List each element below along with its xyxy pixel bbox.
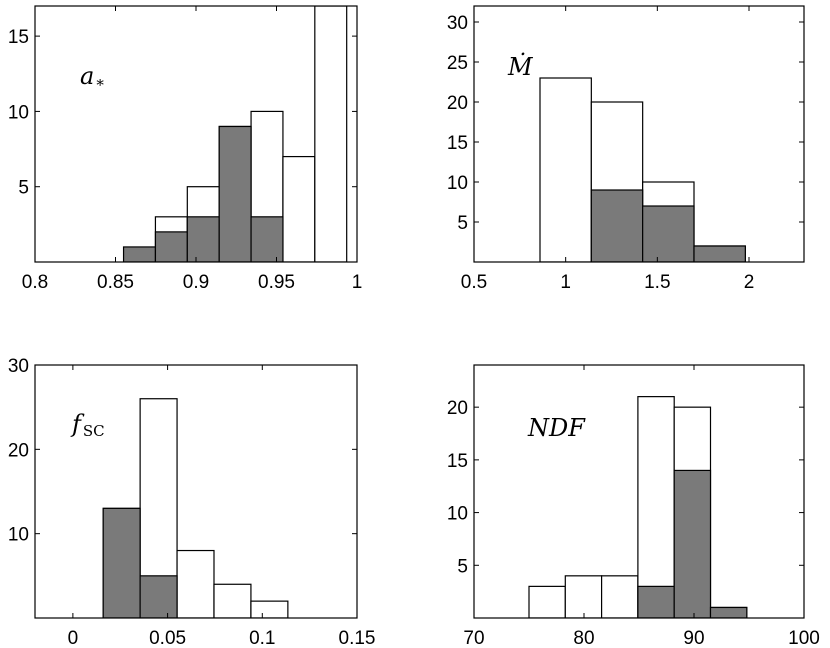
open-bar bbox=[250, 600, 289, 618]
axes-box bbox=[34, 364, 358, 619]
y-tick-label: 10 bbox=[447, 173, 468, 194]
x-tick-label: 100 bbox=[788, 628, 820, 648]
y-tick-label: 10 bbox=[8, 525, 29, 546]
x-tick-label: 0.1 bbox=[249, 628, 275, 648]
filled-bar bbox=[709, 606, 748, 618]
y-tick-label: 30 bbox=[8, 356, 29, 377]
open-bar bbox=[600, 575, 639, 618]
y-tick-label: 20 bbox=[447, 93, 468, 114]
panel-title: Ṁ bbox=[507, 52, 534, 81]
open-bar bbox=[314, 6, 348, 262]
y-tick-label: 30 bbox=[447, 13, 468, 34]
x-tick-label: 0.9 bbox=[183, 272, 209, 293]
x-tick-label: 70 bbox=[463, 628, 484, 648]
y-tick-label: 5 bbox=[457, 213, 468, 234]
axes-box bbox=[473, 364, 805, 619]
axes-box bbox=[473, 5, 805, 263]
y-tick-label: 10 bbox=[447, 504, 468, 525]
open-bar bbox=[564, 575, 603, 618]
x-tick-label: 0.15 bbox=[339, 628, 376, 648]
panel-fsc: 0 0.05 0.1 0.15 10 20 30 f SC bbox=[8, 356, 376, 648]
x-tick-label: 80 bbox=[573, 628, 594, 648]
y-tick-label: 25 bbox=[447, 53, 468, 74]
filled-bar bbox=[250, 216, 284, 262]
y-tick-label: 10 bbox=[8, 102, 29, 123]
filled-bar bbox=[673, 469, 712, 618]
x-tick-label: 0.85 bbox=[97, 272, 134, 293]
bars-group bbox=[539, 77, 746, 262]
x-tick-label: 0.05 bbox=[149, 628, 186, 648]
x-tick-label: 0.8 bbox=[22, 272, 48, 293]
open-bar bbox=[282, 155, 316, 262]
open-bar bbox=[539, 77, 592, 262]
filled-bar bbox=[122, 246, 157, 262]
x-tick-label: 0.5 bbox=[461, 272, 487, 293]
panel-ndf: 70 80 90 100 5 10 15 20 NDF bbox=[447, 364, 820, 648]
panel-title: a * bbox=[80, 62, 104, 94]
filled-bar bbox=[154, 231, 188, 262]
x-tick-label: 0.95 bbox=[258, 272, 295, 293]
panel-title: f SC bbox=[70, 410, 105, 440]
x-tick-label: 90 bbox=[683, 628, 704, 648]
bars-group bbox=[102, 398, 289, 618]
x-tick-label: 2 bbox=[744, 272, 755, 293]
filled-bar bbox=[642, 205, 695, 262]
y-tick-label: 20 bbox=[447, 398, 468, 419]
x-tick-label: 1.5 bbox=[644, 272, 670, 293]
filled-bar bbox=[693, 245, 746, 262]
open-bar bbox=[637, 396, 675, 618]
y-tick-label: 15 bbox=[8, 27, 29, 48]
open-bar bbox=[176, 549, 215, 618]
filled-bar bbox=[218, 125, 252, 262]
y-tick-label: 5 bbox=[457, 556, 468, 577]
y-tick-label: 5 bbox=[18, 178, 29, 199]
filled-bar bbox=[590, 189, 644, 262]
filled-bar bbox=[637, 585, 675, 618]
filled-bar bbox=[102, 507, 141, 618]
bars-group bbox=[122, 6, 348, 262]
x-tick-label: 0 bbox=[68, 628, 79, 648]
x-tick-label: 1 bbox=[352, 272, 363, 293]
filled-bar bbox=[139, 575, 178, 618]
open-bar bbox=[528, 585, 566, 618]
panel-title: NDF bbox=[527, 414, 586, 442]
filled-bar bbox=[186, 216, 220, 262]
y-tick-label: 15 bbox=[447, 133, 468, 154]
y-tick-label: 20 bbox=[8, 440, 29, 461]
y-tick-label: 15 bbox=[447, 451, 468, 472]
open-bar bbox=[213, 583, 252, 618]
x-tick-label: 1 bbox=[560, 272, 571, 293]
